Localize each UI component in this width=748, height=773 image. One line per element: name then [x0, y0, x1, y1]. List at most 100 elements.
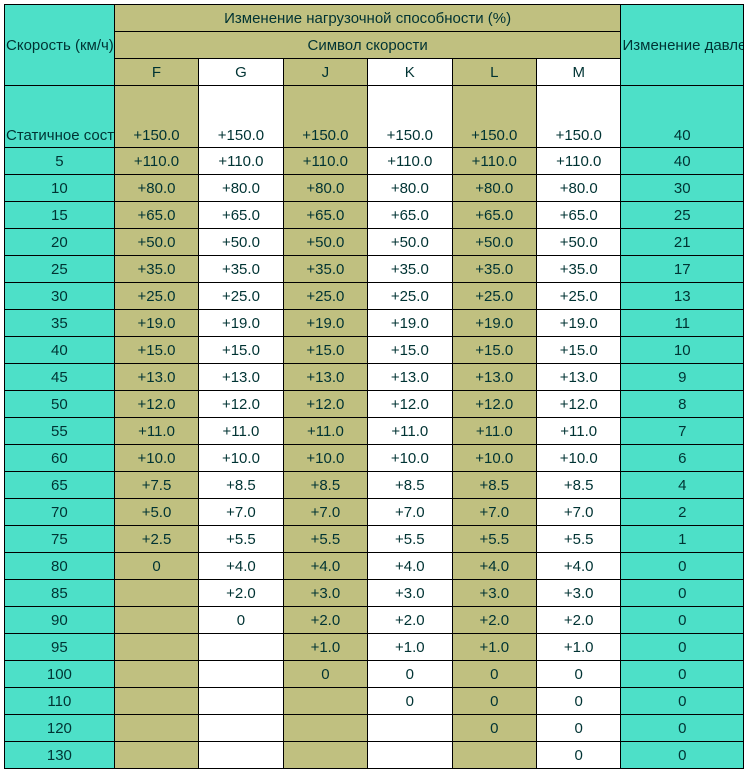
row-label: 75	[5, 526, 115, 553]
cell-value: 0	[199, 607, 283, 634]
cell-pressure: 11	[621, 310, 744, 337]
cell-pressure: 13	[621, 283, 744, 310]
cell-pressure: 0	[621, 580, 744, 607]
cell-value	[283, 742, 367, 769]
cell-value: +12.0	[452, 391, 536, 418]
cell-value: +7.0	[283, 499, 367, 526]
cell-value: +150.0	[368, 86, 452, 148]
cell-value: +15.0	[368, 337, 452, 364]
cell-value: +4.0	[452, 553, 536, 580]
cell-value: +7.0	[452, 499, 536, 526]
cell-value: +80.0	[452, 175, 536, 202]
cell-value: +4.0	[199, 553, 283, 580]
cell-value: +5.5	[452, 526, 536, 553]
cell-value: +19.0	[368, 310, 452, 337]
cell-pressure: 25	[621, 202, 744, 229]
row-label: 120	[5, 715, 115, 742]
cell-value: +35.0	[199, 256, 283, 283]
cell-pressure: 6	[621, 445, 744, 472]
cell-value: +25.0	[536, 283, 621, 310]
cell-value: +4.0	[536, 553, 621, 580]
cell-value: +150.0	[452, 86, 536, 148]
row-label: 55	[5, 418, 115, 445]
cell-value: +25.0	[199, 283, 283, 310]
cell-value: +110.0	[283, 148, 367, 175]
cell-value: +35.0	[452, 256, 536, 283]
cell-value: +1.0	[452, 634, 536, 661]
cell-value: +110.0	[368, 148, 452, 175]
cell-value	[452, 742, 536, 769]
cell-value: +10.0	[114, 445, 198, 472]
cell-value: +80.0	[114, 175, 198, 202]
cell-value: 0	[536, 688, 621, 715]
cell-pressure: 0	[621, 553, 744, 580]
cell-value: +35.0	[368, 256, 452, 283]
cell-value: +13.0	[199, 364, 283, 391]
cell-value: +5.5	[199, 526, 283, 553]
cell-value: +65.0	[199, 202, 283, 229]
header-pressure-change: Изменение давления (%)	[621, 5, 744, 86]
cell-value	[368, 742, 452, 769]
cell-value	[114, 742, 198, 769]
row-label: 95	[5, 634, 115, 661]
row-label: 85	[5, 580, 115, 607]
cell-value: +3.0	[536, 580, 621, 607]
cell-pressure: 9	[621, 364, 744, 391]
row-label: 15	[5, 202, 115, 229]
cell-pressure: 17	[621, 256, 744, 283]
cell-value: +110.0	[199, 148, 283, 175]
cell-value	[283, 715, 367, 742]
cell-value: +4.0	[283, 553, 367, 580]
cell-value	[199, 661, 283, 688]
cell-value: +5.5	[536, 526, 621, 553]
cell-pressure: 40	[621, 148, 744, 175]
cell-value: +110.0	[114, 148, 198, 175]
cell-pressure: 40	[621, 86, 744, 148]
row-label: 70	[5, 499, 115, 526]
cell-value: +25.0	[283, 283, 367, 310]
cell-value: +1.0	[368, 634, 452, 661]
cell-value: 0	[536, 742, 621, 769]
cell-value	[368, 715, 452, 742]
cell-pressure: 0	[621, 661, 744, 688]
cell-value: +3.0	[368, 580, 452, 607]
cell-value: +50.0	[283, 229, 367, 256]
row-label: 40	[5, 337, 115, 364]
cell-value: +80.0	[283, 175, 367, 202]
cell-value: +150.0	[199, 86, 283, 148]
cell-value: +12.0	[114, 391, 198, 418]
header-speed-symbol: Символ скорости	[114, 32, 621, 59]
cell-value: +1.0	[283, 634, 367, 661]
row-label: 80	[5, 553, 115, 580]
cell-value: +50.0	[536, 229, 621, 256]
cell-value: +19.0	[283, 310, 367, 337]
cell-value: +150.0	[283, 86, 367, 148]
cell-value: +15.0	[199, 337, 283, 364]
cell-value: +1.0	[536, 634, 621, 661]
cell-value	[114, 580, 198, 607]
cell-value: +5.5	[283, 526, 367, 553]
cell-value: +10.0	[368, 445, 452, 472]
header-speed: Скорость (км/ч)	[5, 5, 115, 86]
cell-value: +65.0	[536, 202, 621, 229]
cell-value: +15.0	[452, 337, 536, 364]
cell-value: 0	[368, 688, 452, 715]
cell-value: +19.0	[452, 310, 536, 337]
cell-value: +65.0	[283, 202, 367, 229]
cell-value: +10.0	[283, 445, 367, 472]
cell-value: +3.0	[283, 580, 367, 607]
cell-value: +2.0	[536, 607, 621, 634]
cell-value	[199, 742, 283, 769]
cell-value: +7.0	[199, 499, 283, 526]
cell-value: +80.0	[368, 175, 452, 202]
cell-value: +11.0	[368, 418, 452, 445]
cell-value: +8.5	[536, 472, 621, 499]
cell-value: +5.5	[368, 526, 452, 553]
cell-value: 0	[452, 661, 536, 688]
cell-value: +110.0	[452, 148, 536, 175]
cell-value: +8.5	[199, 472, 283, 499]
cell-value: +10.0	[536, 445, 621, 472]
row-label: 90	[5, 607, 115, 634]
cell-pressure: 0	[621, 742, 744, 769]
cell-pressure: 30	[621, 175, 744, 202]
